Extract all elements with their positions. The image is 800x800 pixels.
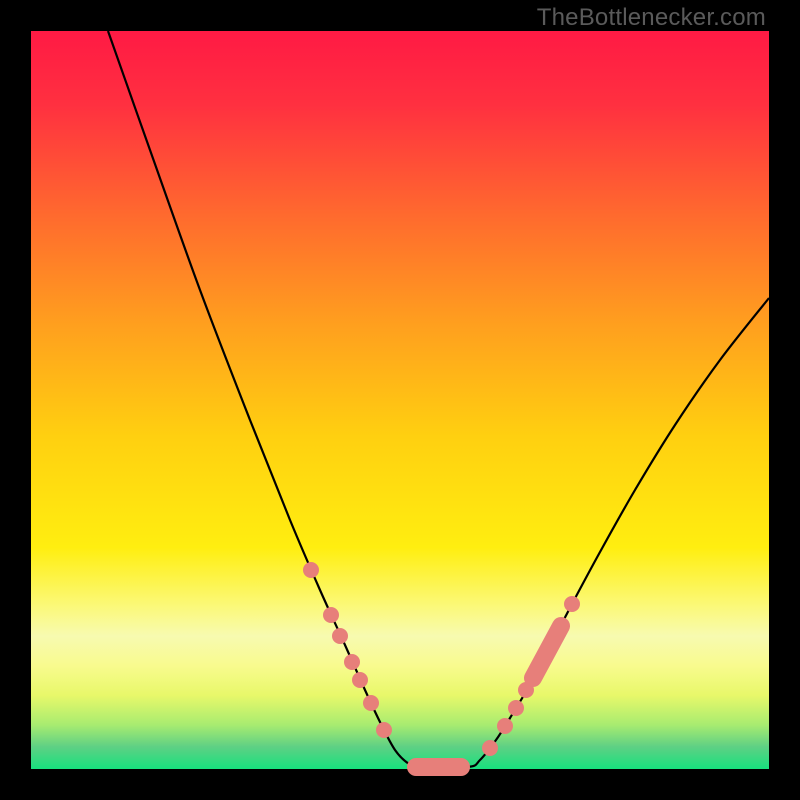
marker-left-4	[352, 672, 368, 688]
marker-right-0	[482, 740, 498, 756]
marker-right-pill	[533, 626, 561, 678]
marker-left-2	[332, 628, 348, 644]
marker-left-0	[303, 562, 319, 578]
marker-left-3	[344, 654, 360, 670]
curve-layer	[0, 0, 800, 800]
marker-right-high	[564, 596, 580, 612]
marker-right-2	[508, 700, 524, 716]
marker-right-1	[497, 718, 513, 734]
plot-area	[31, 31, 769, 769]
marker-left-5	[363, 695, 379, 711]
marker-left-1	[323, 607, 339, 623]
bottleneck-curve	[108, 31, 769, 768]
marker-flat-pill	[407, 758, 470, 776]
marker-left-6	[376, 722, 392, 738]
watermark-text: TheBottlenecker.com	[537, 4, 766, 32]
